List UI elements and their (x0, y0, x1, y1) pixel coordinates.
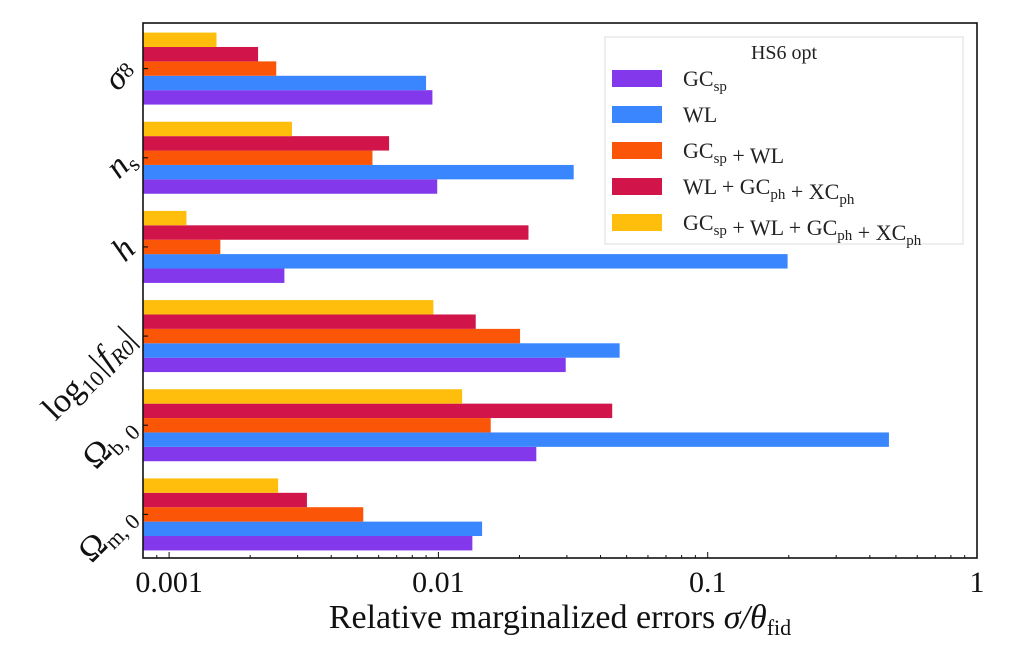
bar-wl-0 (143, 75, 427, 91)
bar-gc-sp-4 (143, 446, 537, 462)
legend-label: GCsp + WL (683, 138, 784, 168)
bar-wl-gc-ph-xc-ph-2 (143, 225, 529, 240)
bar-gc-sp-2 (143, 268, 285, 283)
bar-wl-2 (143, 254, 788, 269)
bar-gc-sp-0 (143, 90, 433, 105)
x-axis-title: Relative marginalized errors σ/θfid (329, 599, 791, 640)
x-axis: 0.001 0.01 0.1 1 (135, 552, 985, 599)
bar-wl-1 (143, 164, 574, 180)
y-tick-label: Ωm, 0 (71, 498, 145, 572)
legend-swatch (612, 106, 662, 123)
legend: HS6 opt GCsp WL GCsp + WL WL + GCph + XCphG… (604, 36, 964, 249)
bar-gc-sp-3 (143, 357, 566, 373)
bar-gc-sp-wl-gc-ph-xc-ph-2 (143, 210, 187, 226)
bar-gc-sp-wl-gc-ph-xc-ph-3 (143, 300, 434, 315)
plot-frame (142, 22, 978, 559)
legend-frame (604, 36, 964, 245)
bar-gc-sp-5 (143, 536, 473, 551)
legend-label: GCsp (683, 66, 727, 95)
legend-swatch (612, 70, 662, 87)
legend-swatch (612, 178, 662, 195)
bar-gc-sp-wl-gc-ph-xc-ph-5 (143, 478, 279, 493)
bar-wl-5 (143, 521, 483, 537)
bar-wl-gc-ph-xc-ph-5 (143, 492, 307, 508)
bars-layer (143, 32, 889, 551)
bar-wl-4 (143, 432, 889, 447)
y-axis: σ8 ns h log10|fR0|Ωb, 0 Ωm, 0 (35, 52, 148, 572)
y-tick-label: h (104, 230, 142, 268)
bar-gc-sp-wl-2 (143, 239, 221, 255)
x-tick-label: 0.1 (689, 566, 727, 599)
bar-gc-sp-wl-gc-ph-xc-ph-1 (143, 121, 292, 137)
y-tick-label: ns (98, 141, 144, 187)
bar-wl-3 (143, 343, 620, 358)
y-tick-label: σ8 (97, 52, 143, 98)
bar-gc-sp-wl-gc-ph-xc-ph-4 (143, 389, 463, 404)
legend-label: WL (683, 102, 717, 127)
legend-label: GCsp + WL + GCph + XCph (683, 210, 922, 249)
x-tick-label: 0.001 (135, 566, 203, 599)
x-tick-label: 1 (970, 566, 985, 599)
bar-gc-sp-wl-0 (143, 61, 277, 76)
bar-gc-sp-wl-5 (143, 507, 364, 522)
bar-gc-sp-wl-gc-ph-xc-ph-0 (143, 32, 217, 47)
legend-label: WL + GCph + XCph (683, 174, 855, 208)
bar-gc-sp-wl-1 (143, 150, 373, 165)
bar-wl-gc-ph-xc-ph-3 (143, 314, 476, 329)
bar-wl-gc-ph-xc-ph-4 (143, 403, 613, 419)
y-tick-label: Ωb, 0 (75, 409, 144, 478)
bar-gc-sp-wl-3 (143, 328, 521, 344)
legend-swatch (612, 142, 662, 159)
x-tick-label: 0.01 (412, 566, 465, 599)
bar-gc-sp-wl-4 (143, 418, 491, 433)
bar-wl-gc-ph-xc-ph-0 (143, 46, 259, 62)
bar-gc-sp-1 (143, 179, 438, 194)
legend-swatch (612, 214, 662, 231)
y-tick-label: log10|fR0| (35, 320, 145, 430)
bar-wl-gc-ph-xc-ph-1 (143, 136, 390, 151)
legend-title: HS6 opt (751, 42, 818, 64)
